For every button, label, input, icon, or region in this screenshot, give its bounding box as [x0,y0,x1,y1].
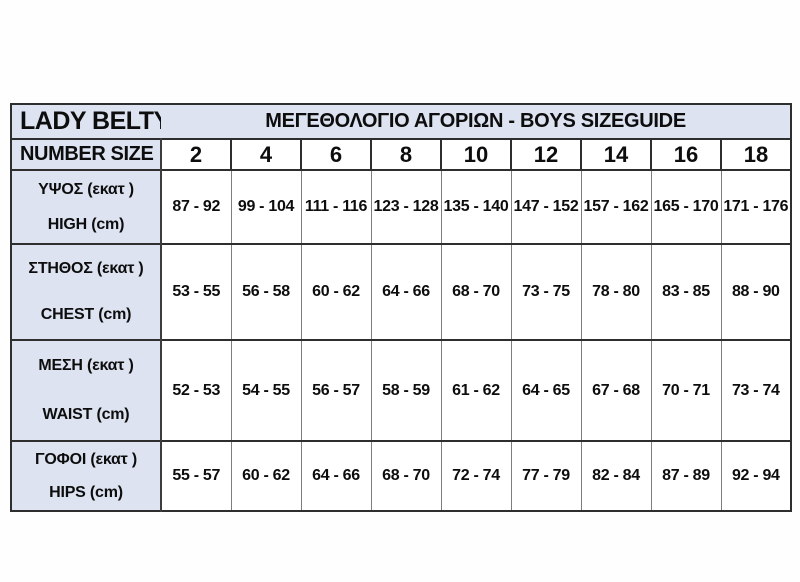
brand-name: LADY BELTY [11,104,161,139]
chest-row: ΣΤΗΘΟΣ (εκατ ) CHEST (cm) 53 - 55 56 - 5… [11,244,792,340]
value-cell: 73 - 74 [720,340,792,441]
row-label-greek: ΥΨΟΣ (εκατ ) [38,180,134,198]
value-cell: 72 - 74 [440,441,511,511]
row-label-chest: ΣΤΗΘΟΣ (εκατ ) CHEST (cm) [11,244,162,340]
value-cell: 87 - 89 [650,441,721,511]
value-cell: 60 - 62 [230,441,301,511]
value-cell: 78 - 80 [580,244,651,340]
value-cell: 171 - 176 [720,170,792,244]
hips-row: ΓΟΦΟΙ (εκατ ) HIPS (cm) 55 - 57 60 - 62 … [11,441,792,511]
row-label-english: HIPS (cm) [49,483,123,501]
size-cell: 6 [300,139,371,170]
boys-sizeguide-table: LADY BELTY ΜΕΓΕΘΟΛΟΓΙΟ ΑΓΟΡΙΩΝ - BOYS SI… [10,103,793,512]
value-cell: 52 - 53 [160,340,231,441]
size-cell: 8 [370,139,441,170]
value-cell: 87 - 92 [160,170,231,244]
row-label-height: ΥΨΟΣ (εκατ ) HIGH (cm) [11,170,162,244]
value-cell: 77 - 79 [510,441,581,511]
value-cell: 92 - 94 [720,441,792,511]
value-cell: 64 - 66 [370,244,441,340]
value-cell: 60 - 62 [300,244,371,340]
value-cell: 55 - 57 [160,441,231,511]
value-cell: 135 - 140 [440,170,511,244]
waist-row: ΜΕΣΗ (εκατ ) WAIST (cm) 52 - 53 54 - 55 … [11,340,792,441]
size-cell: 4 [230,139,301,170]
value-cell: 68 - 70 [440,244,511,340]
title-row: LADY BELTY ΜΕΓΕΘΟΛΟΓΙΟ ΑΓΟΡΙΩΝ - BOYS SI… [11,104,792,139]
value-cell: 88 - 90 [720,244,792,340]
row-label-greek: ΣΤΗΘΟΣ (εκατ ) [28,260,144,277]
page-title: ΜΕΓΕΘΟΛΟΓΙΟ ΑΓΟΡΙΩΝ - BOYS SIZEGUIDE [161,104,792,139]
value-cell: 111 - 116 [300,170,371,244]
value-cell: 147 - 152 [510,170,581,244]
value-cell: 53 - 55 [160,244,231,340]
value-cell: 99 - 104 [230,170,301,244]
size-header-row: NUMBER SIZE 2 4 6 8 10 12 14 16 18 [11,139,792,170]
size-cell: 10 [440,139,511,170]
size-header-label: NUMBER SIZE [11,139,162,170]
size-cell: 12 [510,139,581,170]
value-cell: 82 - 84 [580,441,651,511]
row-label-hips: ΓΟΦΟΙ (εκατ ) HIPS (cm) [11,441,162,511]
value-cell: 73 - 75 [510,244,581,340]
size-cell: 14 [580,139,651,170]
value-cell: 58 - 59 [370,340,441,441]
value-cell: 68 - 70 [370,441,441,511]
value-cell: 123 - 128 [370,170,441,244]
value-cell: 64 - 66 [300,441,371,511]
value-cell: 70 - 71 [650,340,721,441]
row-label-waist: ΜΕΣΗ (εκατ ) WAIST (cm) [11,340,162,441]
value-cell: 157 - 162 [580,170,651,244]
value-cell: 83 - 85 [650,244,721,340]
size-cell: 16 [650,139,721,170]
value-cell: 165 - 170 [650,170,721,244]
value-cell: 67 - 68 [580,340,651,441]
row-label-greek: ΜΕΣΗ (εκατ ) [38,357,134,375]
value-cell: 56 - 58 [230,244,301,340]
value-cell: 61 - 62 [440,340,511,441]
value-cell: 54 - 55 [230,340,301,441]
row-label-english: WAIST (cm) [42,405,130,423]
row-label-english: HIGH (cm) [47,215,125,233]
row-label-greek: ΓΟΦΟΙ (εκατ ) [35,450,137,468]
value-cell: 56 - 57 [300,340,371,441]
value-cell: 64 - 65 [510,340,581,441]
row-label-english: CHEST (cm) [40,306,132,323]
size-cell: 18 [719,139,792,170]
height-row: ΥΨΟΣ (εκατ ) HIGH (cm) 87 - 92 99 - 104 … [11,170,792,244]
size-cell: 2 [160,139,231,170]
